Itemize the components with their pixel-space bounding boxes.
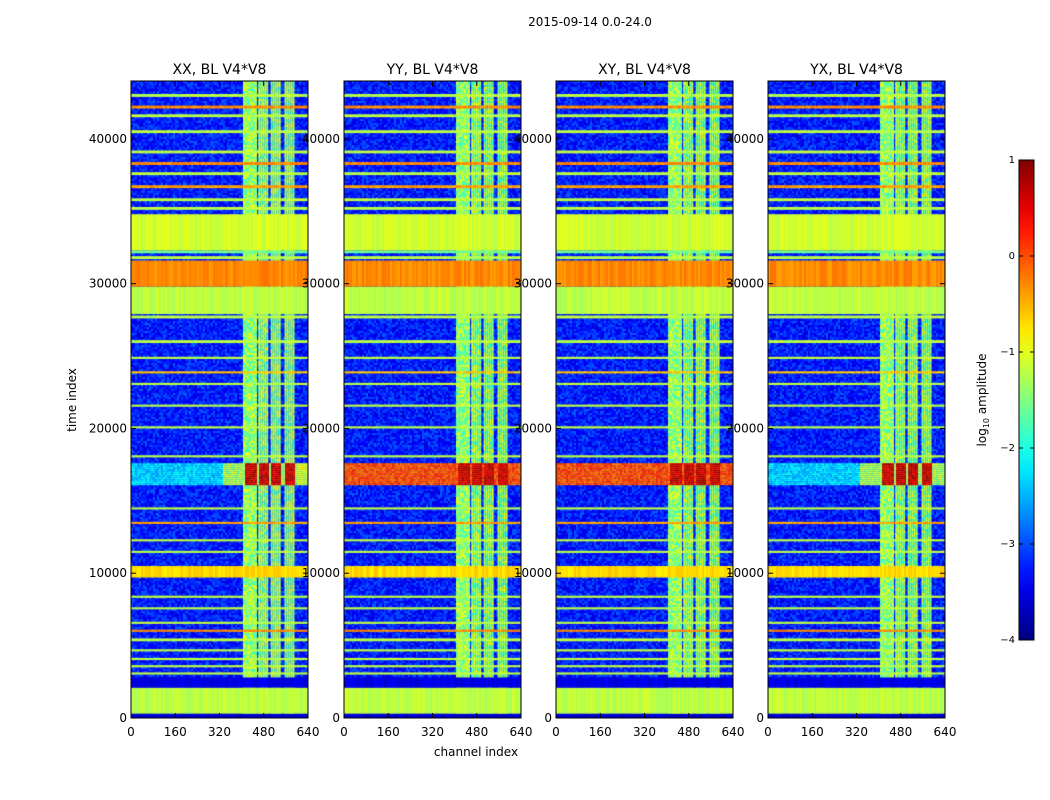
heatmap-image (131, 81, 308, 718)
x-tick-label: 320 (208, 725, 231, 739)
panel-2: XY, BL V4*V8 0 160 320 480 640 0 10000 20000 3000… (514, 62, 745, 739)
panel-title: XY, BL V4*V8 (598, 62, 691, 78)
figure-suptitle: 2015-09-14 0.0-24.0 (528, 15, 652, 29)
panel-title: YX, BL V4*V8 (809, 62, 903, 78)
panel-title: YY, BL V4*V8 (386, 62, 479, 78)
y-tick-label: 30000 (89, 277, 127, 291)
y-tick-label: 10000 (514, 566, 552, 580)
panel-title: XX, BL V4*V8 (173, 62, 267, 78)
y-tick-label: 10000 (302, 566, 340, 580)
x-tick-label: 640 (722, 725, 745, 739)
colorbar-tick-label: −2 (1000, 443, 1015, 454)
x-tick-label: 320 (421, 725, 444, 739)
y-tick-label: 0 (756, 711, 764, 725)
x-tick-label: 0 (764, 725, 772, 739)
x-tick-label: 0 (127, 725, 135, 739)
colorbar-tick-label: −1 (1000, 347, 1015, 358)
x-tick-label: 320 (845, 725, 868, 739)
x-tick-label: 640 (297, 725, 320, 739)
colorbar-tick-label: −3 (1000, 539, 1015, 550)
x-tick-label: 160 (377, 725, 400, 739)
x-tick-label: 480 (677, 725, 700, 739)
y-tick-label: 20000 (302, 421, 340, 435)
y-tick-label: 30000 (514, 277, 552, 291)
y-tick-label: 0 (332, 711, 340, 725)
y-tick-label: 40000 (89, 132, 127, 146)
colorbar-label: log10 amplitude (975, 354, 991, 447)
x-tick-label: 160 (801, 725, 824, 739)
panel-1: YY, BL V4*V8 0 160 320 480 640 0 10000 20000 3000… (302, 62, 533, 739)
x-tick-label: 160 (589, 725, 612, 739)
y-tick-label: 20000 (89, 421, 127, 435)
y-tick-label: 0 (119, 711, 127, 725)
y-tick-label: 40000 (726, 132, 764, 146)
heatmap-image (344, 81, 521, 718)
heatmap-image (768, 81, 945, 718)
y-tick-label: 20000 (726, 421, 764, 435)
colorbar-frame (1018, 159, 1035, 641)
x-tick-label: 480 (252, 725, 275, 739)
x-tick-label: 480 (465, 725, 488, 739)
y-tick-label: 10000 (726, 566, 764, 580)
x-tick-label: 160 (164, 725, 187, 739)
colorbar: 1 0 −1 −2 −3 −4 log10 amplitude (975, 155, 1035, 646)
x-tick-label: 640 (934, 725, 957, 739)
x-tick-label: 320 (633, 725, 656, 739)
panel-3: YX, BL V4*V8 0 160 320 480 640 0 10000 20000 3000… (726, 62, 957, 739)
y-axis-label: time index (65, 368, 79, 432)
x-tick-label: 0 (552, 725, 560, 739)
y-tick-label: 20000 (514, 421, 552, 435)
y-tick-label: 40000 (514, 132, 552, 146)
heatmap-image (556, 81, 733, 718)
x-tick-label: 0 (340, 725, 348, 739)
y-tick-label: 30000 (726, 277, 764, 291)
x-tick-label: 480 (889, 725, 912, 739)
y-tick-label: 30000 (302, 277, 340, 291)
panel-0: XX, BL V4*V8 0 160 320 480 640 0 10000 20000 3000… (89, 62, 320, 739)
colorbar-gradient (1019, 160, 1034, 640)
x-axis-label: channel index (434, 745, 518, 759)
colorbar-tick-label: 0 (1009, 251, 1015, 262)
colorbar-tick-label: −4 (1000, 635, 1015, 646)
panels-group: XX, BL V4*V8 0 160 320 480 640 0 10000 20000 3000… (89, 62, 957, 739)
colorbar-tick-label: 1 (1009, 155, 1015, 166)
y-tick-label: 10000 (89, 566, 127, 580)
y-tick-label: 0 (544, 711, 552, 725)
x-tick-label: 640 (510, 725, 533, 739)
y-tick-label: 40000 (302, 132, 340, 146)
